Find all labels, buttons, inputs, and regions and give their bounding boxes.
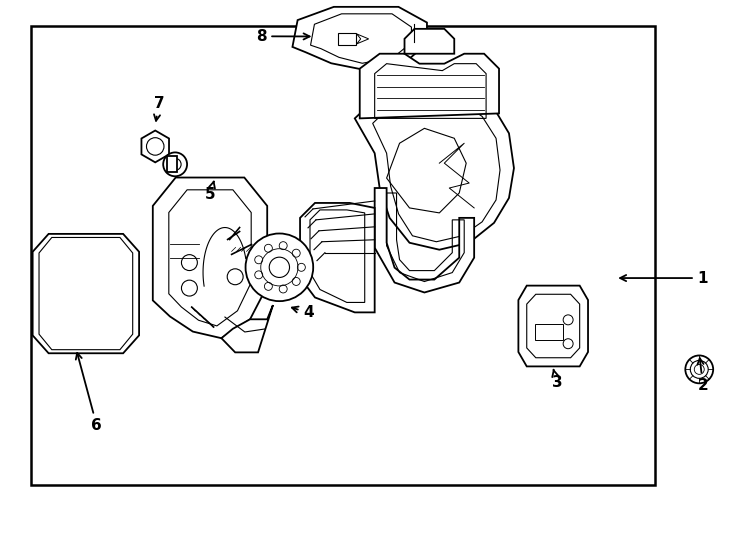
Circle shape <box>246 233 313 301</box>
Polygon shape <box>292 7 427 70</box>
Circle shape <box>269 257 289 278</box>
Polygon shape <box>300 203 374 312</box>
Bar <box>338 33 356 45</box>
Polygon shape <box>357 34 368 44</box>
Polygon shape <box>518 286 588 367</box>
Bar <box>31 25 655 485</box>
Polygon shape <box>222 305 273 353</box>
Polygon shape <box>404 29 454 53</box>
Bar <box>535 324 563 340</box>
Text: 7: 7 <box>153 96 164 121</box>
Polygon shape <box>142 131 169 163</box>
Polygon shape <box>360 53 499 118</box>
Text: 2: 2 <box>697 358 708 393</box>
Circle shape <box>690 360 708 379</box>
Circle shape <box>686 355 713 383</box>
Text: 8: 8 <box>256 29 310 44</box>
Circle shape <box>163 152 187 176</box>
Bar <box>167 157 177 172</box>
Text: 4: 4 <box>292 306 314 320</box>
Text: 3: 3 <box>551 369 562 390</box>
Text: 5: 5 <box>205 181 215 202</box>
Polygon shape <box>355 84 514 249</box>
Polygon shape <box>153 178 267 338</box>
Polygon shape <box>374 188 474 293</box>
Polygon shape <box>32 234 139 353</box>
Text: 1: 1 <box>620 271 708 286</box>
Text: 6: 6 <box>76 353 102 433</box>
